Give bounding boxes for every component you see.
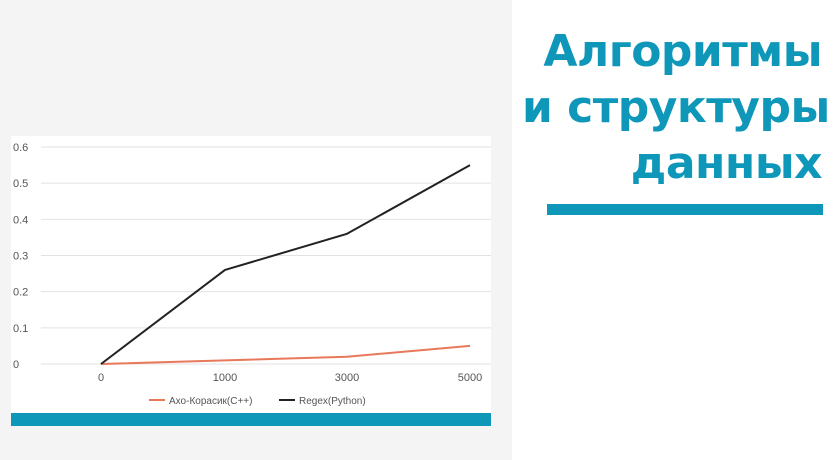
y-tick-label: 0 bbox=[13, 359, 19, 371]
y-tick-label: 0.1 bbox=[13, 323, 28, 335]
x-tick-label: 1000 bbox=[213, 372, 237, 384]
line-chart: 0 0.1 0.2 0.3 0.4 0.5 0.6 0 1000 3000 5000 Ахо-Кора… bbox=[13, 142, 491, 407]
y-tick-label: 0.3 bbox=[13, 251, 28, 263]
legend-label: Ахо-Корасик(C++) bbox=[169, 396, 252, 407]
chart-accent-bar bbox=[11, 413, 491, 426]
chart-card: 0 0.1 0.2 0.3 0.4 0.5 0.6 0 1000 3000 5000 Ахо-Кора… bbox=[11, 136, 491, 426]
title-line-3: данных bbox=[630, 138, 823, 189]
series-line-1 bbox=[100, 344, 471, 365]
legend-label: Regex(Python) bbox=[299, 396, 366, 407]
title-line-2: и структуры bbox=[522, 82, 830, 133]
title-line-1: Алгоритмы bbox=[543, 26, 822, 77]
x-tick-label: 0 bbox=[98, 372, 104, 384]
y-tick-label: 0.6 bbox=[13, 142, 28, 154]
y-tick-label: 0.2 bbox=[13, 287, 28, 299]
x-tick-label: 3000 bbox=[335, 372, 359, 384]
slide-title: Алгоритмы и структуры данных bbox=[522, 24, 830, 192]
y-tick-label: 0.4 bbox=[13, 214, 28, 226]
title-underline bbox=[547, 204, 823, 215]
x-tick-label: 5000 bbox=[458, 372, 482, 384]
series-line-2 bbox=[100, 164, 471, 365]
y-tick-label: 0.5 bbox=[13, 178, 28, 190]
